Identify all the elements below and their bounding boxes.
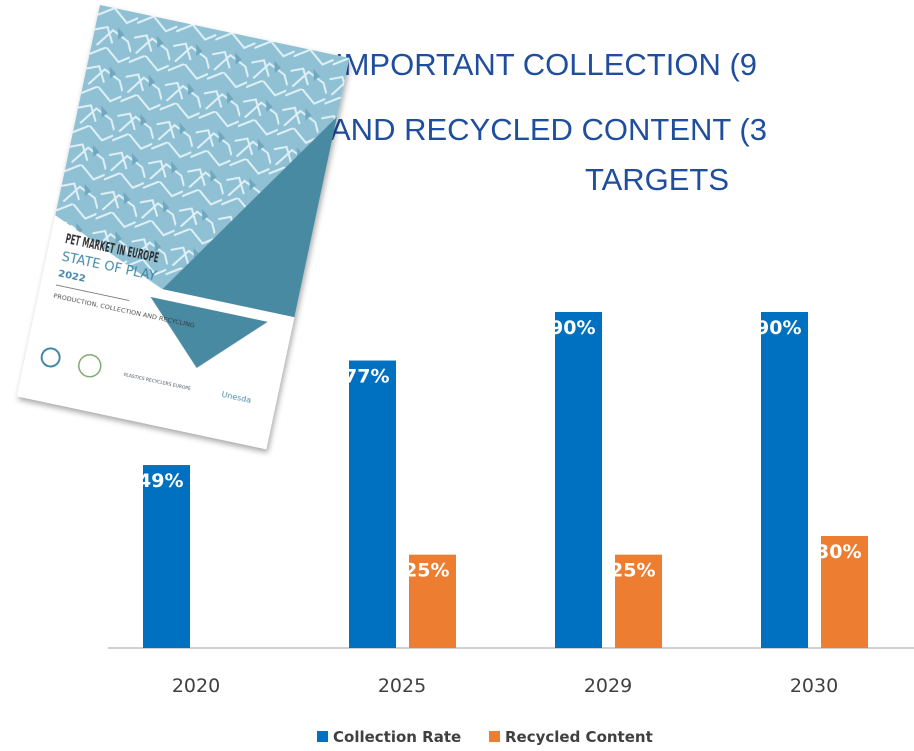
bar bbox=[555, 312, 602, 648]
bar bbox=[143, 465, 190, 648]
value-label: 90% bbox=[550, 317, 595, 339]
x-tick-label: 2025 bbox=[378, 675, 426, 697]
legend-label: Collection Rate bbox=[333, 728, 461, 746]
value-label: 90% bbox=[756, 317, 801, 339]
x-tick-label: 2029 bbox=[584, 675, 632, 697]
value-label: 25% bbox=[610, 560, 655, 582]
value-label: 25% bbox=[404, 560, 449, 582]
page: {"chart_data": {"type": "bar", "title": … bbox=[0, 0, 914, 751]
legend-label: Recycled Content bbox=[505, 728, 653, 746]
bar bbox=[349, 361, 396, 648]
chart-title: TARGETS bbox=[585, 162, 729, 197]
bar bbox=[761, 312, 808, 648]
legend-swatch bbox=[317, 731, 328, 742]
value-label: 30% bbox=[816, 541, 861, 563]
chart-title: AND RECYCLED CONTENT (3 bbox=[330, 112, 767, 147]
chart: IMPORTANT COLLECTION (9 AND RECYCLED CON… bbox=[0, 0, 914, 751]
legend-swatch bbox=[489, 731, 500, 742]
x-tick-label: 2020 bbox=[172, 675, 220, 697]
value-label: 77% bbox=[344, 366, 389, 388]
chart-title: IMPORTANT COLLECTION (9 bbox=[335, 47, 757, 82]
report-cover: PET MARKET IN EUROPE STATE OF PLAY 2022 … bbox=[17, 5, 350, 449]
value-label: 49% bbox=[138, 470, 183, 492]
x-tick-label: 2030 bbox=[790, 675, 838, 697]
